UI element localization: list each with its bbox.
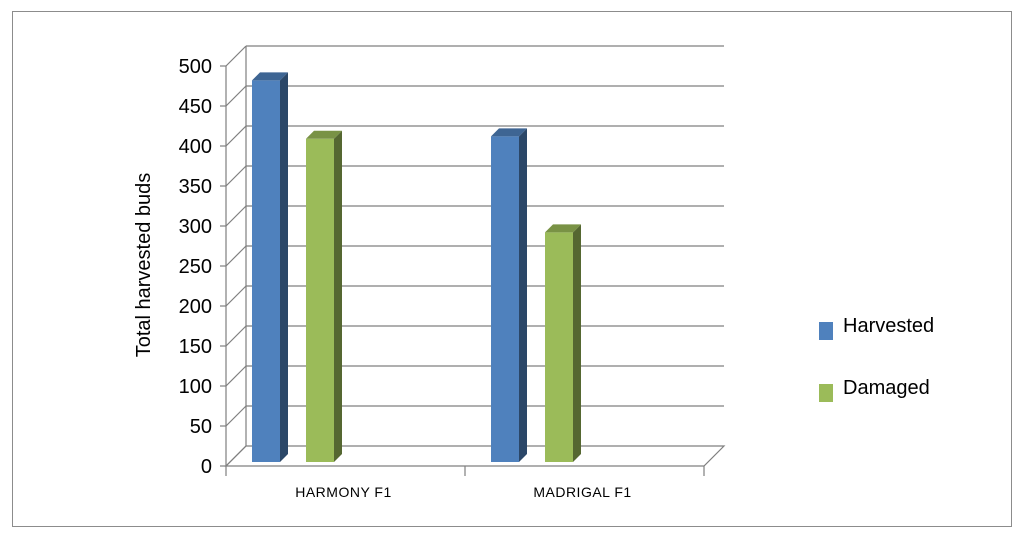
legend-label: Damaged [843,377,930,399]
bar [545,224,581,462]
gridline-side [225,245,247,267]
gridline-side [225,365,247,387]
legend: Harvested Damaged [819,315,934,402]
bar-side [573,224,581,462]
gridline-side [225,325,247,347]
bar-side [334,130,342,463]
bar [491,128,527,462]
y-tick-label: 250 [179,256,212,278]
legend-swatch [819,322,833,340]
gridlines [225,45,724,467]
y-tick-label: 100 [179,376,212,398]
y-tick-label: 450 [179,96,212,118]
gridline-side [225,285,247,307]
y-tick-labels: 0 50 100 150 200 250 300 350 400 450 500 [179,56,212,478]
y-tick-label: 150 [179,336,212,358]
axes [220,46,726,476]
x-tick-labels: HARMONY F1 MADRIGAL F1 [295,484,631,500]
bar-front [491,136,519,462]
bar-top [545,224,581,233]
bar-front [306,138,334,463]
y-tick-label: 200 [179,296,212,318]
y-axis-title: Total harvested buds [133,173,155,358]
bar-front [545,232,573,462]
y-tick-label: 50 [190,416,212,438]
legend-swatch [819,384,833,402]
bar-top [491,128,527,137]
bar-front [252,80,280,463]
gridline-side [225,405,247,427]
bar-top [252,72,288,81]
floor [224,445,726,467]
gridline-side [225,85,247,107]
legend-label: Harvested [843,315,934,337]
bar-side [280,72,288,463]
bars [252,72,581,463]
y-tick-label: 400 [179,136,212,158]
y-tick-label: 500 [179,56,212,78]
y-tick-label: 300 [179,216,212,238]
gridline-side [225,125,247,147]
bar [252,72,288,463]
gridline-side [225,45,247,67]
x-tick-label: HARMONY F1 [295,484,392,500]
bar-top [306,130,342,139]
gridline-side [225,165,247,187]
y-tick-label: 350 [179,176,212,198]
bar [306,130,342,463]
y-tick-label: 0 [201,456,212,478]
gridline-side [225,205,247,227]
bar-side [519,128,527,462]
x-tick-label: MADRIGAL F1 [533,484,631,500]
